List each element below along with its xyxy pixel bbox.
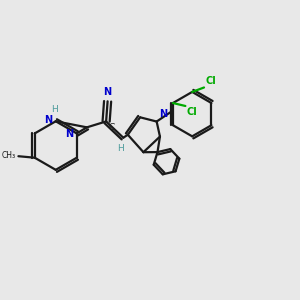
Text: N: N (65, 129, 73, 139)
Text: Cl: Cl (187, 107, 197, 117)
Text: N: N (44, 116, 52, 125)
Text: N: N (159, 109, 167, 119)
Text: N: N (103, 87, 112, 97)
Text: CH₃: CH₃ (2, 151, 16, 160)
Text: C: C (109, 123, 115, 132)
Text: Cl: Cl (205, 76, 216, 86)
Text: H: H (51, 105, 58, 114)
Text: H: H (117, 144, 124, 153)
